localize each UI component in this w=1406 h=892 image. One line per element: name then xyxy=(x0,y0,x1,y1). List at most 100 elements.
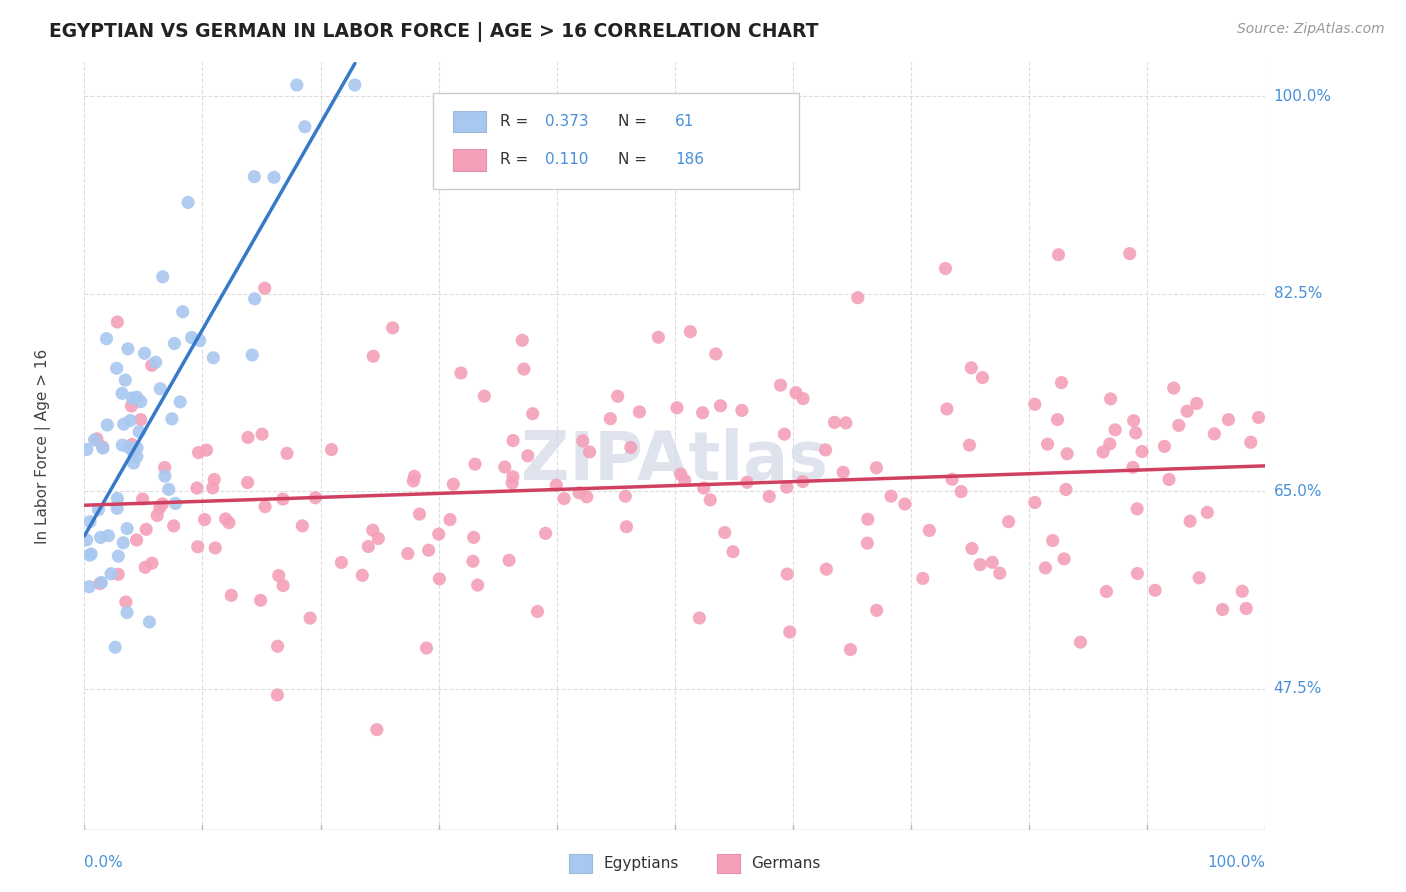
Point xyxy=(568,485,591,500)
Point xyxy=(80,547,103,561)
Point xyxy=(352,568,374,582)
Point xyxy=(699,492,721,507)
Point xyxy=(117,342,139,356)
Point xyxy=(267,568,290,582)
Point xyxy=(815,562,838,576)
Point xyxy=(357,540,380,554)
Point xyxy=(115,606,138,620)
Point xyxy=(679,325,702,339)
Point xyxy=(77,580,100,594)
Point xyxy=(865,460,887,475)
Point xyxy=(202,473,225,487)
Point xyxy=(1122,414,1144,428)
Point xyxy=(150,497,173,511)
Point xyxy=(145,355,167,369)
Point xyxy=(1167,418,1189,433)
Point xyxy=(516,449,538,463)
Point xyxy=(628,405,651,419)
Point xyxy=(997,515,1019,529)
Point xyxy=(91,441,114,455)
Text: R =: R = xyxy=(501,153,533,168)
Point xyxy=(97,529,120,543)
Point xyxy=(1163,381,1185,395)
Point xyxy=(115,522,138,536)
Point xyxy=(114,373,136,387)
Point xyxy=(115,595,138,609)
Point xyxy=(606,389,628,403)
Point xyxy=(673,473,696,487)
Point xyxy=(960,541,983,556)
Text: 0.373: 0.373 xyxy=(546,114,589,129)
Point xyxy=(121,399,143,413)
Point xyxy=(502,434,524,448)
Point xyxy=(125,390,148,404)
Point xyxy=(1024,397,1046,411)
Point xyxy=(250,427,273,442)
Point xyxy=(153,469,176,483)
Point xyxy=(792,392,814,406)
Point xyxy=(731,403,754,417)
Point xyxy=(138,615,160,629)
Point xyxy=(186,481,208,495)
Point xyxy=(439,513,461,527)
Text: 100.0%: 100.0% xyxy=(1274,89,1331,103)
Point xyxy=(188,334,211,348)
Point xyxy=(111,438,134,452)
Point xyxy=(769,378,792,392)
Point xyxy=(236,430,259,444)
Point xyxy=(165,496,187,510)
Text: 61: 61 xyxy=(675,114,695,129)
Point xyxy=(404,469,426,483)
Point xyxy=(785,385,807,400)
Point xyxy=(1099,392,1122,406)
Point xyxy=(427,572,450,586)
Point xyxy=(121,391,143,405)
Point xyxy=(1092,445,1115,459)
Point xyxy=(105,501,128,516)
Point xyxy=(911,571,934,585)
Point xyxy=(1185,396,1208,410)
Point xyxy=(1126,501,1149,516)
Point xyxy=(79,515,101,529)
Point xyxy=(1247,410,1270,425)
Point xyxy=(1095,584,1118,599)
Point xyxy=(1046,412,1069,426)
Point xyxy=(1047,248,1070,262)
Point xyxy=(894,497,917,511)
Point xyxy=(361,349,384,363)
Point xyxy=(1144,583,1167,598)
Point xyxy=(866,603,889,617)
Text: 0.110: 0.110 xyxy=(546,153,588,168)
Point xyxy=(960,360,983,375)
Point xyxy=(599,411,621,425)
Point xyxy=(194,513,217,527)
Point xyxy=(856,536,879,550)
Point xyxy=(1188,571,1211,585)
Text: Egyptians: Egyptians xyxy=(603,856,679,871)
Point xyxy=(135,522,157,536)
Point xyxy=(981,555,1004,569)
Point xyxy=(1157,472,1180,486)
Point xyxy=(758,490,780,504)
Point xyxy=(125,450,148,464)
Point xyxy=(779,624,801,639)
Point xyxy=(1069,635,1091,649)
Point xyxy=(381,321,404,335)
Point xyxy=(441,477,464,491)
Point xyxy=(236,475,259,490)
Text: R =: R = xyxy=(501,114,533,129)
Point xyxy=(134,560,156,574)
Point xyxy=(620,441,643,455)
Point xyxy=(1153,439,1175,453)
Point xyxy=(572,434,595,448)
Point xyxy=(1240,435,1263,450)
Point xyxy=(204,541,226,555)
Point xyxy=(856,512,879,526)
Point xyxy=(1175,404,1198,418)
Point xyxy=(502,469,524,483)
Point xyxy=(402,474,425,488)
Point xyxy=(321,442,343,457)
Point xyxy=(104,640,127,655)
Point xyxy=(692,406,714,420)
Point xyxy=(187,445,209,459)
